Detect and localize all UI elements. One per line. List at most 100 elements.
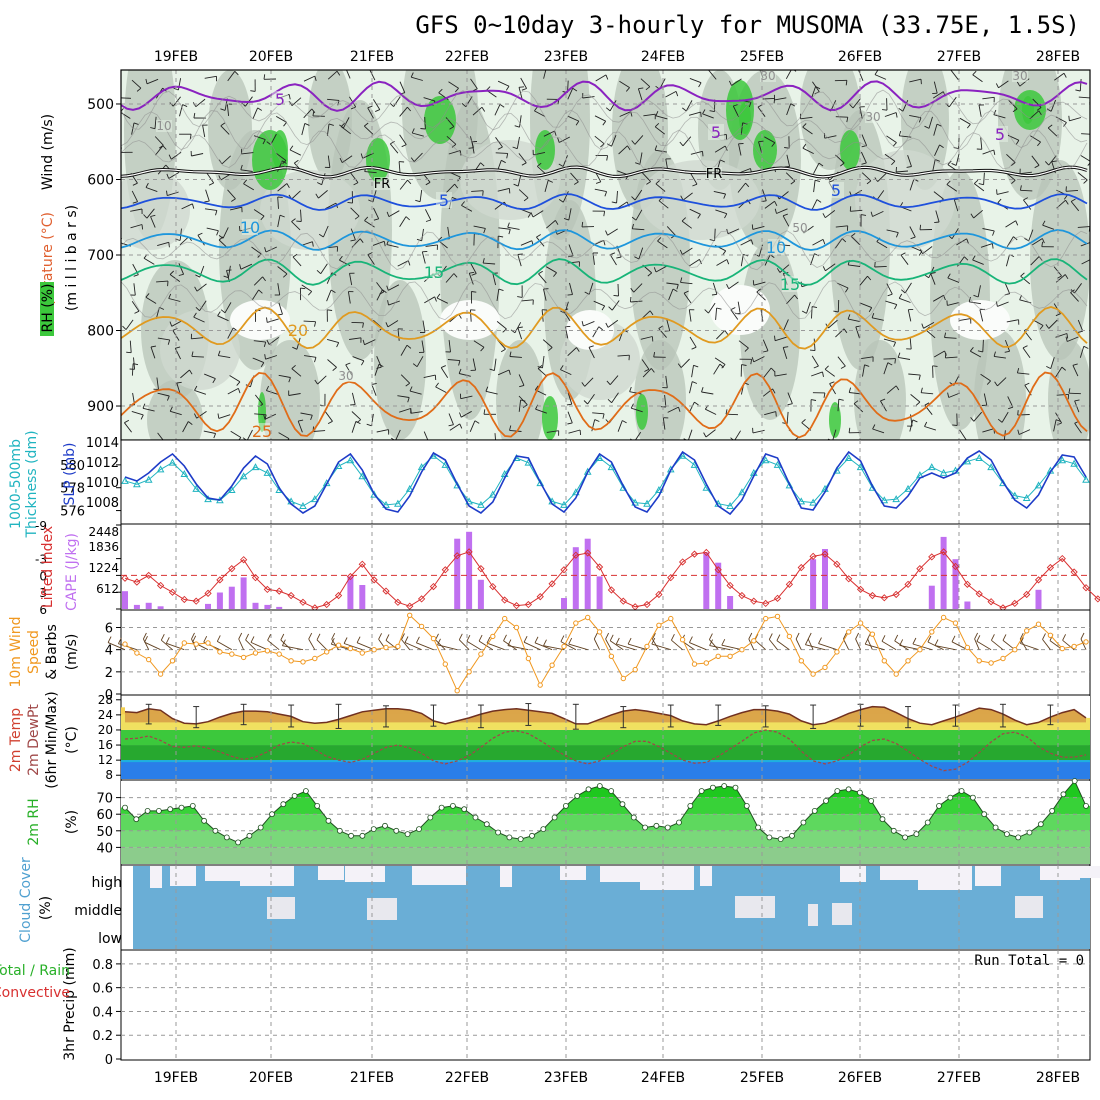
- wind10m-barb: [282, 645, 304, 651]
- rh-point: [483, 821, 490, 828]
- wind10m-barb: [1080, 638, 1087, 650]
- contour-label: 30: [338, 369, 353, 383]
- rh-point: [630, 814, 637, 821]
- wind-speed-point: [1071, 643, 1077, 650]
- wind-speed-point: [869, 631, 876, 637]
- wind-speed-point: [929, 629, 935, 635]
- lifted-index-point: [382, 587, 390, 595]
- cape-bar: [133, 604, 140, 609]
- lifted-index-point: [939, 548, 948, 556]
- cloud-gap-high: [412, 866, 466, 885]
- lifted-index-point: [904, 580, 912, 588]
- wind-speed-point: [763, 615, 769, 622]
- rh-point: [777, 836, 784, 842]
- temperature-contours: [121, 80, 1088, 439]
- rh-point: [789, 832, 795, 839]
- precip-label-3: Convective: [0, 985, 70, 1001]
- rh-point: [144, 808, 151, 814]
- cape-bars: [122, 531, 1042, 609]
- thickness-point: [655, 485, 663, 493]
- wind-speed-point: [608, 653, 615, 659]
- wind-speed-point: [146, 656, 152, 663]
- wind10m-barb: [899, 644, 920, 651]
- slp-thickness-panel: 580 578 576 1014 1012 1010 1008 1000-500mb Thi…: [8, 430, 1091, 539]
- wind-speed-point: [442, 661, 448, 667]
- wind10m-panel: 6 4 2 0 10m Wind Speed & Barbs (m/s): [8, 609, 1091, 703]
- rh-point: [642, 824, 648, 831]
- cloud-gap-high: [700, 866, 712, 886]
- wind-label-4: (m/s): [64, 634, 80, 671]
- rh-point: [1060, 791, 1067, 798]
- wind-speed-point: [679, 637, 686, 643]
- rh-label-1: 2m RH: [26, 798, 42, 845]
- wind-speed-point: [157, 671, 164, 677]
- rh-point: [992, 824, 999, 831]
- lifted-index-tick: 0: [39, 569, 47, 583]
- cape-bar: [572, 547, 579, 609]
- rh-point: [246, 832, 253, 839]
- thickness-point: [180, 469, 189, 477]
- date-label-top: 24FEB: [641, 49, 685, 65]
- thickness-point: [856, 463, 865, 471]
- wind-speed-point: [312, 655, 318, 662]
- lifted-index-point: [240, 556, 248, 564]
- wind-speed-point: [430, 635, 437, 642]
- thickness-point: [488, 490, 497, 498]
- cloud-gap-middle: [267, 897, 295, 919]
- rh-point: [563, 803, 569, 809]
- wind-speed-point: [525, 655, 532, 662]
- cloud-gap-middle: [735, 896, 775, 918]
- lifted-index-point: [501, 596, 509, 604]
- lifted-index-point: [667, 574, 675, 582]
- lifted-index-point: [572, 551, 580, 559]
- wind10m-barb: [560, 641, 577, 651]
- cloud-gap-high: [258, 866, 270, 878]
- rh-point: [868, 798, 875, 804]
- rh-point: [359, 832, 366, 839]
- rh-point: [845, 786, 852, 793]
- date-label-top: 19FEB: [154, 49, 198, 65]
- lifted-index-point: [750, 597, 758, 605]
- thickness-point: [536, 479, 545, 487]
- lifted-index-point: [987, 598, 995, 606]
- wind10m-barb: [466, 640, 482, 651]
- lifted-index-point: [1058, 554, 1066, 563]
- thickness-point: [726, 501, 734, 509]
- rh-point: [1049, 808, 1055, 814]
- rh-point: [800, 819, 807, 826]
- wind-speed-point: [1000, 655, 1006, 662]
- wind10m-barb: [867, 638, 873, 650]
- lifted-index-point: [228, 565, 236, 573]
- date-label-bottom: 19FEB: [154, 1070, 198, 1086]
- lifted-index-point: [323, 600, 331, 609]
- precip-label-1: 3hr Precip (mm): [62, 947, 78, 1060]
- temperature-band: [121, 745, 1090, 761]
- temperature-tick: 24: [98, 708, 113, 722]
- cape-bar: [584, 538, 591, 609]
- rh-point: [585, 786, 592, 793]
- rh-point: [1083, 803, 1089, 809]
- upper-grid: [121, 70, 1090, 440]
- bottom-date-labels: 19FEB 20FEB 21FEB 22FEB 23FEB 24FEB 25FEB 26FEB…: [154, 1070, 1080, 1086]
- thickness-point: [1022, 493, 1031, 501]
- rh-point: [574, 793, 581, 799]
- cape-bar: [477, 579, 484, 609]
- contour-label: 5: [439, 191, 449, 210]
- wind-speed-point: [596, 629, 603, 635]
- cape-bar: [216, 592, 223, 609]
- wind-speed-point: [169, 658, 176, 664]
- rh-point: [743, 803, 750, 809]
- lifted-index-point: [465, 548, 473, 556]
- thickness-point: [904, 484, 912, 492]
- rh-point: [947, 794, 954, 801]
- wind10m-barb: [107, 642, 126, 651]
- lifted-index-tick: 3: [39, 586, 47, 600]
- wind-speed-point: [217, 649, 223, 655]
- wind-speed-point: [822, 664, 828, 671]
- wind-speed-point: [881, 658, 887, 664]
- wind-tick: 0: [105, 688, 113, 703]
- lifted-index-point: [702, 548, 710, 557]
- temperature-tick: 28: [98, 693, 113, 707]
